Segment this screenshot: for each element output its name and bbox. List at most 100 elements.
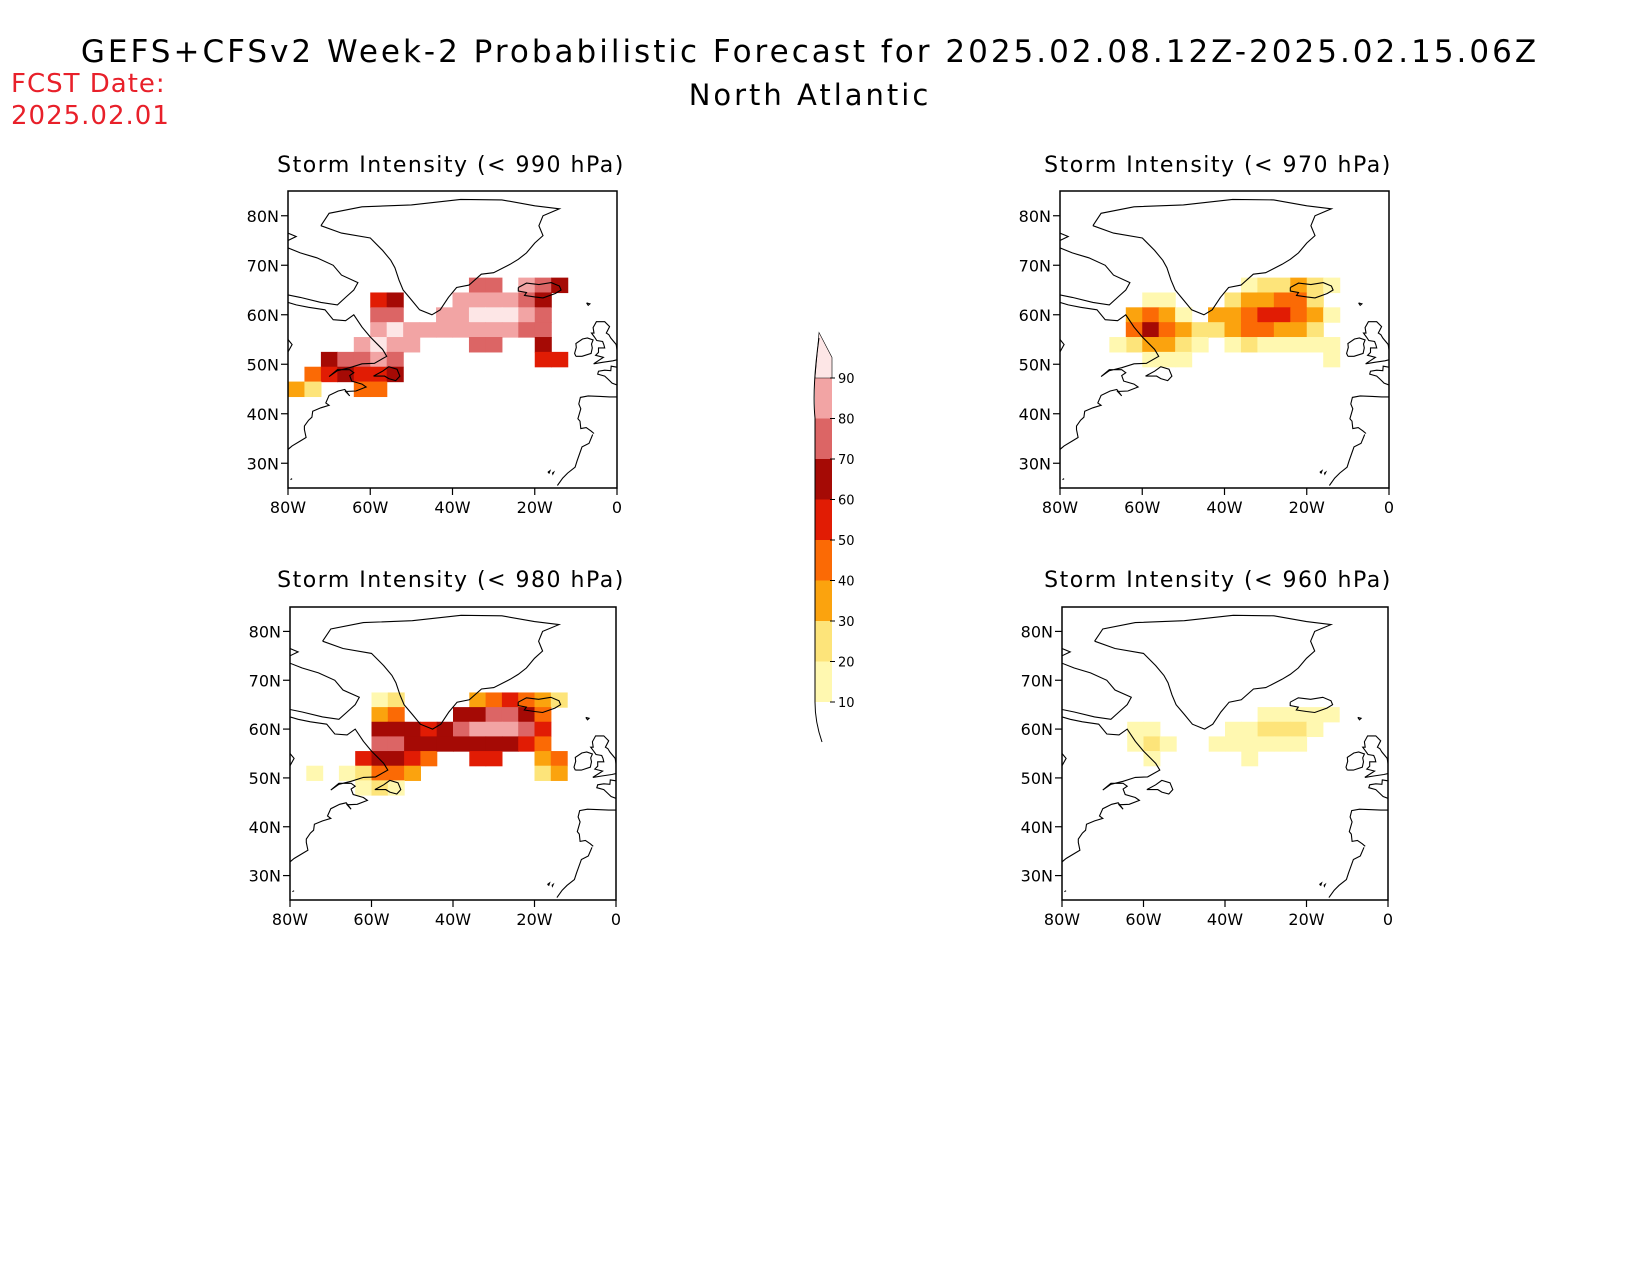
- lat-tick-label: 50N: [1021, 769, 1053, 788]
- probability-cell: [1290, 277, 1308, 294]
- probability-cell: [1240, 322, 1258, 338]
- coastline: [1146, 779, 1174, 795]
- lat-tick-label: 40N: [249, 818, 281, 837]
- coastline: [1323, 882, 1327, 888]
- probability-cell: [1323, 277, 1341, 294]
- probability-cell: [550, 751, 568, 767]
- lon-tick-label: 60W: [352, 498, 388, 517]
- colorbar-bin: [815, 540, 832, 581]
- probability-cell: [518, 292, 536, 308]
- probability-cell: [353, 351, 371, 368]
- coastline: [590, 321, 617, 365]
- coastline: [1323, 470, 1328, 476]
- probability-cell: [469, 707, 487, 723]
- colorbar-bin: [815, 621, 832, 662]
- probability-cell: [534, 337, 552, 353]
- probability-cell: [551, 277, 569, 294]
- colorbar-label: 90: [838, 372, 855, 387]
- probability-cell: [1290, 337, 1308, 353]
- probability-cell: [534, 351, 552, 368]
- probability-cell: [387, 751, 405, 767]
- lat-tick-label: 60N: [247, 306, 279, 325]
- probability-cell: [453, 736, 470, 752]
- coastlines: [1060, 198, 1389, 486]
- coastline: [322, 614, 562, 730]
- probability-cell: [534, 307, 552, 323]
- probability-cell: [550, 765, 568, 781]
- coastline: [547, 881, 551, 887]
- probability-cell: [518, 707, 536, 723]
- probability-cell: [534, 751, 552, 767]
- probability-cell: [1290, 307, 1308, 323]
- probability-cell: [1224, 322, 1242, 338]
- probability-cell: [1143, 736, 1161, 752]
- probability-cell: [1142, 351, 1160, 368]
- probability-cell: [1158, 307, 1176, 323]
- colorbar-label: 60: [838, 494, 855, 509]
- probability-cell: [518, 307, 536, 323]
- probability-cell: [469, 721, 487, 738]
- lat-tick-label: 70N: [1021, 671, 1053, 690]
- colorbar-label: 40: [838, 575, 855, 590]
- probability-cell: [1225, 736, 1242, 752]
- probability-cell: [1143, 721, 1161, 738]
- probability-cell: [1158, 292, 1176, 308]
- probability-cell: [485, 307, 503, 323]
- coastline: [1319, 469, 1324, 474]
- probability-cell: [1257, 721, 1275, 738]
- probability-cell: [518, 692, 536, 708]
- probability-cell: [436, 322, 454, 338]
- probability-cell: [1191, 322, 1209, 338]
- probability-cell: [288, 381, 306, 398]
- probability-cell: [387, 721, 405, 738]
- probability-cell: [370, 322, 388, 338]
- probability-cell: [1257, 277, 1275, 294]
- region-subtitle: North Atlantic: [689, 78, 932, 112]
- panel-title-970: Storm Intensity (< 970 hPa): [1044, 153, 1392, 178]
- colorbar-label: 70: [838, 453, 855, 468]
- lat-tick-label: 70N: [249, 671, 281, 690]
- probability-cell: [355, 780, 373, 796]
- coastline: [1346, 337, 1366, 357]
- probability-cell: [1175, 337, 1193, 353]
- lon-tick-label: 40W: [434, 498, 470, 517]
- coastline: [1060, 232, 1070, 241]
- coastline: [290, 647, 300, 657]
- probability-cell: [1306, 292, 1324, 308]
- probability-cell: [1240, 307, 1258, 323]
- colorbar-label: 50: [838, 534, 855, 549]
- probability-cell: [1127, 721, 1145, 738]
- probability-cell: [1125, 307, 1143, 323]
- coastline: [374, 779, 402, 795]
- lat-tick-label: 30N: [249, 867, 281, 886]
- lat-tick-label: 30N: [247, 454, 279, 473]
- lon-tick-label: 80W: [270, 498, 306, 517]
- probability-cell: [404, 765, 421, 781]
- probability-cell: [468, 307, 486, 323]
- probability-cell: [485, 707, 503, 723]
- probability-cell: [1290, 292, 1308, 308]
- probability-cell: [1257, 322, 1275, 338]
- probability-cell: [1306, 322, 1324, 338]
- map-background: [1062, 607, 1388, 900]
- probability-cell: [353, 381, 371, 398]
- probability-cell: [353, 366, 371, 383]
- probability-cell: [404, 721, 421, 738]
- coastline: [1062, 647, 1072, 657]
- probability-cell: [1240, 337, 1258, 353]
- colorbar-bin: [815, 580, 832, 621]
- probability-cell: [1257, 337, 1275, 353]
- coastline: [517, 282, 562, 299]
- probability-cell: [1323, 337, 1341, 353]
- figure-title: GEFS+CFSv2 Week-2 Probabilistic Forecast…: [81, 34, 1539, 70]
- colorbar-bin: [815, 661, 832, 702]
- coastline: [1345, 751, 1366, 771]
- probability-cell: [518, 322, 536, 338]
- probability-cell: [1257, 307, 1275, 323]
- probability-cell: [518, 277, 536, 294]
- probability-cell: [1159, 736, 1177, 752]
- coastline: [1358, 302, 1364, 307]
- probability-cell: [1323, 307, 1341, 323]
- probability-cell: [387, 736, 405, 752]
- probability-cell: [1290, 736, 1308, 752]
